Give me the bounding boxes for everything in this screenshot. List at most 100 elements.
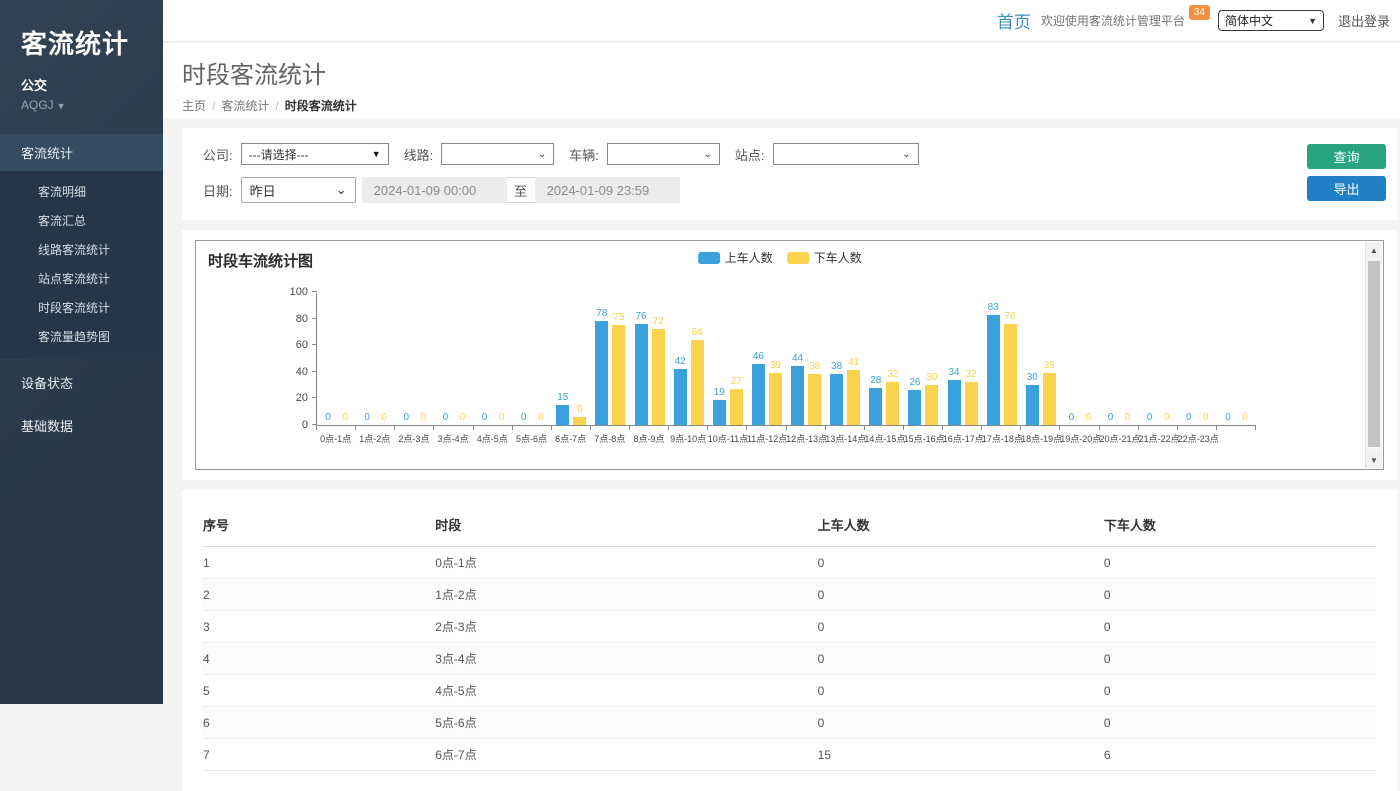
y-axis-label: 100 [290,286,308,298]
bar-column: 19 [713,293,726,425]
station-select[interactable]: ⌄ [773,143,919,165]
chart-bar[interactable] [573,417,586,425]
chevron-down-icon: ▼ [57,101,66,111]
sidebar-item[interactable]: 基础数据 [0,406,163,445]
sidebar-subitem[interactable]: 线路客流统计 [0,235,163,264]
company-label: 公司: [203,145,233,164]
chart-bar[interactable] [1043,373,1056,425]
legend-item[interactable]: 下车人数 [787,249,862,266]
x-tick [434,426,473,430]
x-label-group: 8点-9点 [629,432,668,445]
x-axis-label: 13点-14点 [825,432,864,445]
company-select[interactable]: ---请选择--- ▼ [241,143,389,165]
sidebar-subitem[interactable]: 时段客流统计 [0,293,163,322]
x-axis-label: 3点-4点 [434,432,473,445]
x-tick [395,426,434,430]
table-cell: 3 [203,611,435,643]
chart-bar[interactable] [769,373,782,425]
bar-column: 0 [1199,293,1212,425]
x-axis-label: 4点-5点 [473,432,512,445]
chart-bar[interactable] [730,389,743,425]
chart-bar[interactable] [674,369,687,425]
sidebar-subitem[interactable]: 客流量趋势图 [0,322,163,351]
chart-bar[interactable] [847,370,860,425]
chart-bar[interactable] [948,380,961,425]
breadcrumb-home[interactable]: 主页 [182,99,206,113]
bar-value-label: 38 [809,362,820,372]
x-label-group: 4点-5点 [473,432,512,445]
date-start-input[interactable]: 2024-01-09 00:00 [362,177,507,203]
bar-group: 00 [1060,293,1099,425]
x-tick [1021,426,1060,430]
scroll-down-icon[interactable]: ▼ [1366,452,1382,468]
chart-bar[interactable] [612,325,625,425]
language-select[interactable]: 简体中文 ▼ [1218,10,1324,31]
chart-bar[interactable] [830,374,843,425]
chart-bar[interactable] [886,382,899,425]
chart-bar[interactable] [908,390,921,425]
sidebar-subitem[interactable]: 站点客流统计 [0,264,163,293]
chart-bar[interactable] [1026,385,1039,425]
chart-bar[interactable] [1004,324,1017,425]
line-select[interactable]: ⌄ [441,143,554,165]
chart-bar[interactable] [791,366,804,425]
chevron-down-icon: ⌄ [538,149,546,160]
chart-bar[interactable] [925,385,938,425]
scrollbar-thumb[interactable] [1368,261,1380,447]
bar-column: 0 [1104,293,1117,425]
hourly-stats-table: 序号 时段 上车人数 下车人数 10点-1点0021点-2点0032点-3点00… [203,502,1376,771]
bar-value-label: 0 [1225,413,1231,423]
chart-bar[interactable] [713,400,726,425]
chart-bar[interactable] [652,329,665,425]
chart-bar[interactable] [965,382,978,425]
sidebar-subitem[interactable]: 客流明细 [0,177,163,206]
chart-bar[interactable] [987,315,1000,425]
sidebar-item[interactable]: 设备状态 [0,363,163,402]
x-tick [630,426,669,430]
chart-bar[interactable] [869,388,882,425]
bar-value-label: 0 [538,413,544,423]
chart-bar[interactable] [808,374,821,425]
sidebar-item-passenger-stats[interactable]: 客流统计 [0,134,163,171]
chart-bar[interactable] [556,405,569,425]
bar-value-label: 32 [887,370,898,380]
home-link[interactable]: 首页 [997,8,1031,33]
breadcrumb-section[interactable]: 客流统计 [221,99,269,113]
bar-value-label: 30 [1027,373,1038,383]
y-axis-label: 60 [296,339,308,351]
chart-panel: 时段车流统计图 上车人数下车人数 02040608010000000000000… [195,240,1384,470]
chart-scrollbar[interactable]: ▲ ▼ [1365,242,1382,468]
x-axis-label: 11点-12点 [747,432,786,445]
date-range-select[interactable]: 昨日 ⌄ [241,177,356,203]
org-code-dropdown[interactable]: AQGJ▼ [21,98,163,112]
bar-value-label: 83 [988,303,999,313]
chart-bar[interactable] [595,321,608,425]
bar-value-label: 64 [692,328,703,338]
notification-badge[interactable]: 34 [1189,5,1210,20]
vehicle-select[interactable]: ⌄ [607,143,720,165]
bar-column: 38 [830,293,843,425]
bar-value-label: 0 [421,413,427,423]
x-tick [513,426,552,430]
x-tick [747,426,786,430]
date-end-input[interactable]: 2024-01-09 23:59 [535,177,680,203]
logout-link[interactable]: 退出登录 [1338,11,1390,30]
x-label-group: 23点-24点 [1217,432,1256,445]
x-axis-label: 15点-16点 [904,432,943,445]
table-cell: 4 [203,643,435,675]
x-tick [669,426,708,430]
x-tick [943,426,982,430]
y-axis-label: 40 [296,366,308,378]
table-cell: 0 [1104,547,1376,579]
query-button[interactable]: 查询 [1307,144,1386,169]
table-cell: 3点-4点 [435,643,817,675]
x-label-group: 16点-17点 [943,432,982,445]
chart-bar[interactable] [691,340,704,425]
chart-bar[interactable] [635,324,648,425]
scroll-up-icon[interactable]: ▲ [1366,242,1382,258]
chart-bar[interactable] [752,364,765,425]
sidebar-subitem[interactable]: 客流汇总 [0,206,163,235]
legend-item[interactable]: 上车人数 [698,249,773,266]
bar-column: 75 [612,293,625,425]
export-button[interactable]: 导出 [1307,176,1386,201]
